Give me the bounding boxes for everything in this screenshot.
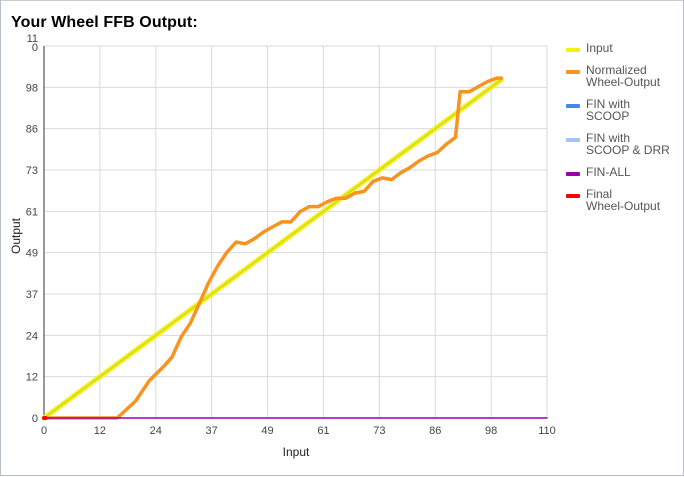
x-tick-label: 73 (373, 425, 385, 437)
y-axis-title: Output (9, 217, 23, 254)
legend-swatch (566, 48, 580, 52)
legend-item-normalized-wheel-output[interactable]: Normalized Wheel-Output (566, 64, 676, 98)
y-tick-label: 61 (26, 206, 38, 218)
y-tick-label: 0 (32, 42, 38, 54)
x-tick-label: 98 (485, 425, 497, 437)
y-tick-label: 98 (26, 82, 38, 94)
legend-swatch (566, 104, 580, 108)
legend-label: FIN with SCOOP & DRR (586, 131, 670, 157)
legend-item-final-wheel-output[interactable]: Final Wheel-Output (566, 188, 676, 222)
legend-item-fin-with-scoop[interactable]: FIN with SCOOP (566, 98, 676, 132)
chart-legend: Input Normalized Wheel-Output FIN with SCO… (566, 42, 676, 222)
x-tick-label: 0 (41, 425, 47, 437)
x-tick-label: 49 (261, 425, 273, 437)
y-tick-label: 24 (26, 330, 38, 342)
legend-label: FIN-ALL (586, 165, 631, 179)
x-tick-label: 86 (429, 425, 441, 437)
x-tick-label: 61 (317, 425, 329, 437)
legend-item-input[interactable]: Input (566, 42, 676, 64)
y-tick-label: 11 (27, 33, 38, 45)
series-line-input-center (43, 79, 502, 419)
chart-title: Your Wheel FFB Output: (11, 14, 198, 31)
x-axis-title: Input (283, 445, 310, 459)
legend-label: Input (586, 41, 613, 55)
series-lines (41, 76, 548, 421)
x-tick-label: 37 (206, 425, 218, 437)
x-tick-label: 24 (150, 425, 162, 437)
legend-swatch (566, 70, 580, 74)
legend-swatch (566, 138, 580, 142)
legend-label: FIN with SCOOP (586, 97, 631, 123)
legend-label: Final Wheel-Output (586, 187, 661, 213)
grid-lines (44, 45, 548, 418)
legend-item-fin-all[interactable]: FIN-ALL (566, 166, 676, 188)
legend-swatch (566, 172, 580, 176)
legend-label: Normalized Wheel-Output (586, 63, 661, 89)
legend-item-fin-with-scoop-drr[interactable]: FIN with SCOOP & DRR (566, 132, 676, 166)
y-tick-label: 49 (26, 248, 38, 260)
y-tick-label: 86 (26, 124, 38, 136)
y-tick-label: 73 (26, 165, 38, 177)
y-tick-label: 12 (26, 372, 38, 384)
x-tick-label: 110 (538, 425, 556, 437)
x-tick-label: 12 (94, 425, 106, 437)
y-tick-label: 37 (26, 289, 38, 301)
series-line-normalized-wheel-output (42, 76, 504, 420)
legend-swatch (566, 194, 580, 198)
y-tick-label: 0 (32, 413, 38, 425)
